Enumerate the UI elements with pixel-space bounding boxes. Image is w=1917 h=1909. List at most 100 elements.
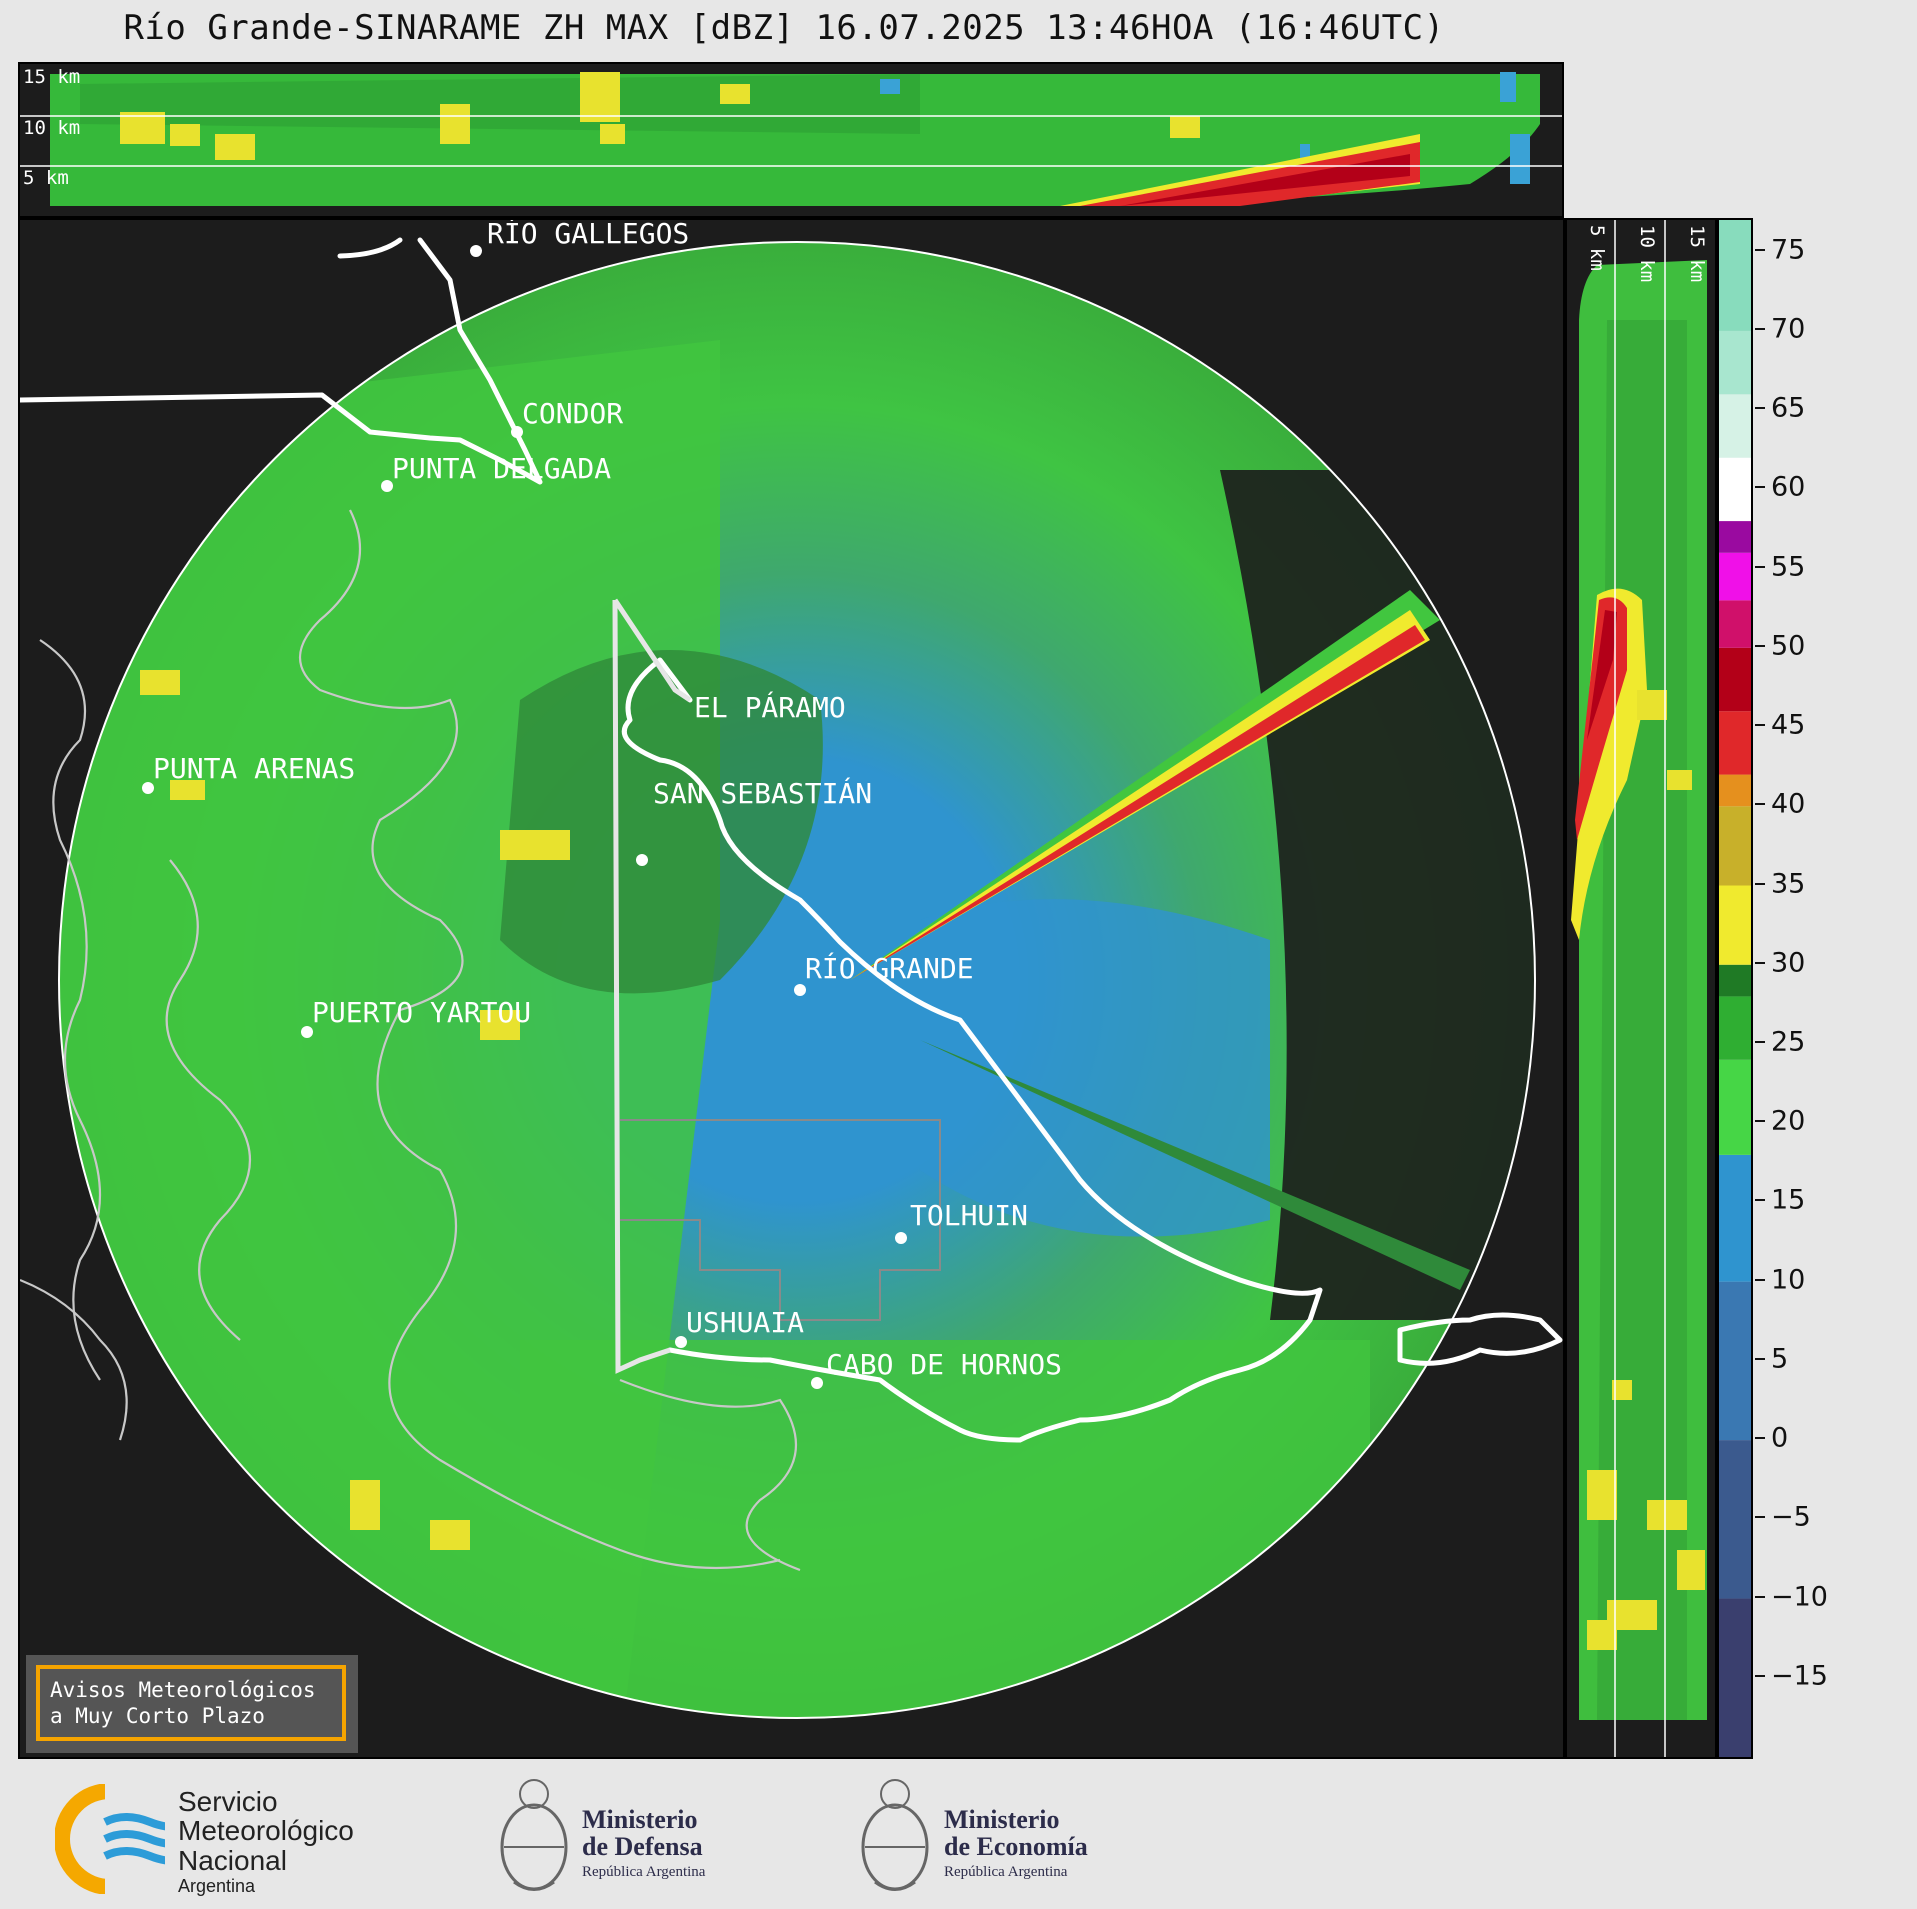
colorbar-tick-mark — [1755, 961, 1765, 964]
colorbar-tick-mark — [1755, 407, 1765, 410]
city-rio-gallegos: RÍO GALLEGOS — [487, 220, 689, 250]
colorbar-tick-label: 45 — [1771, 709, 1806, 741]
colorbar-segment — [1719, 774, 1751, 807]
colorbar-segment — [1719, 885, 1751, 965]
side-height-label-5: 5 km — [1586, 225, 1608, 271]
colorbar-segment — [1719, 1598, 1751, 1757]
colorbar-tick-mark — [1755, 1357, 1765, 1360]
side-profile-graphic: 5 km 10 km 15 km — [1571, 220, 1708, 1757]
colorbar-segment — [1719, 1440, 1751, 1599]
colorbar-tick-label: 5 — [1771, 1343, 1789, 1375]
colorbar-segment — [1719, 552, 1751, 601]
side-vertical-profile: 5 km 10 km 15 km — [1565, 218, 1717, 1759]
colorbar-tick-label: 70 — [1771, 313, 1806, 345]
colorbar-segment — [1719, 996, 1751, 1060]
radar-ppi-graphic: RÍO GALLEGOS CONDOR PUNTA DELGADA EL PÁR… — [17, 216, 1563, 1753]
smn-line-4: Argentina — [178, 1876, 256, 1897]
defensa-line-1: Ministerio — [582, 1805, 698, 1834]
colorbar-tick-mark — [1755, 1595, 1765, 1598]
city-tolhuin: TOLHUIN — [910, 1199, 1028, 1232]
city-condor: CONDOR — [522, 397, 623, 430]
colorbar-tick-mark — [1755, 565, 1765, 568]
colorbar-tick-mark — [1755, 1120, 1765, 1123]
city-ushuaia: USHUAIA — [686, 1306, 804, 1339]
colorbar-tick-mark — [1755, 1199, 1765, 1202]
city-san-sebastian: SAN SEBASTIÁN — [653, 776, 872, 810]
colorbar-tick-mark — [1755, 248, 1765, 251]
dbz-colorbar — [1717, 218, 1753, 1759]
economia-line-1: Ministerio — [944, 1805, 1060, 1834]
smn-logo-icon — [55, 1784, 165, 1894]
colorbar-tick-label: 40 — [1771, 788, 1806, 820]
colorbar-tick-label: 35 — [1771, 868, 1806, 899]
top-height-label-15: 15 km — [23, 66, 80, 88]
colorbar-segment — [1719, 711, 1751, 775]
colorbar-tick-label: 15 — [1771, 1184, 1806, 1216]
top-vertical-profile: 15 km 10 km 5 km — [18, 62, 1564, 218]
defensa-logo-text: Ministerio de Defensa República Argentin… — [582, 1806, 705, 1880]
colorbar-tick-mark — [1755, 803, 1765, 806]
economia-line-3: República Argentina — [944, 1863, 1068, 1880]
colorbar-tick-mark — [1755, 486, 1765, 489]
city-puerto-yartou: PUERTO YARTOU — [312, 996, 531, 1029]
colorbar-segment — [1719, 220, 1751, 331]
top-height-label-5: 5 km — [23, 167, 69, 189]
notice-line-1: Avisos Meteorológicos — [50, 1678, 316, 1702]
colorbar-segment — [1719, 521, 1751, 553]
city-punta-arenas: PUNTA ARENAS — [153, 752, 355, 785]
colorbar-tick-mark — [1755, 1516, 1765, 1519]
colorbar-segment — [1719, 1059, 1751, 1155]
colorbar-tick-mark — [1755, 882, 1765, 885]
smn-line-1: Servicio — [178, 1786, 278, 1817]
colorbar-tick-label: 25 — [1771, 1026, 1806, 1058]
colorbar-tick-label: −5 — [1771, 1501, 1811, 1533]
colorbar-segment — [1719, 964, 1751, 997]
colorbar-segment — [1719, 330, 1751, 395]
economia-logo-text: Ministerio de Economía República Argenti… — [944, 1806, 1088, 1880]
defensa-line-2: de Defensa — [582, 1832, 703, 1862]
colorbar-segment — [1719, 600, 1751, 648]
smn-line-2: Meteorológico — [178, 1815, 354, 1847]
defensa-line-3: República Argentina — [582, 1863, 706, 1880]
colorbar-segment — [1719, 806, 1751, 886]
colorbar-tick-label: 30 — [1771, 947, 1806, 979]
smn-logo-text: Servicio Meteorológico Nacional Argentin… — [178, 1787, 354, 1896]
colorbar-segment — [1719, 457, 1751, 522]
top-profile-graphic: 15 km 10 km 5 km — [20, 66, 1562, 206]
side-height-label-10: 10 km — [1636, 225, 1658, 282]
colorbar-tick-labels: 75 70 65 60 55 50 45 40 35 30 25 20 15 10 5 0 −5 −10 −15 — [1755, 218, 1905, 1759]
colorbar-tick-label: 20 — [1771, 1105, 1806, 1137]
economia-coat-of-arms-icon — [861, 1779, 929, 1891]
colorbar-tick-mark — [1755, 724, 1765, 727]
radar-plan-view[interactable]: RÍO GALLEGOS CONDOR PUNTA DELGADA EL PÁR… — [17, 216, 1565, 1759]
map-title: Río Grande-SINARAME ZH MAX [dBZ] 16.07.2… — [123, 8, 1445, 48]
city-punta-delgada: PUNTA DELGADA — [392, 452, 611, 485]
smn-line-3: Nacional — [178, 1844, 287, 1876]
colorbar-tick-mark — [1755, 644, 1765, 647]
colorbar-tick-label: 55 — [1771, 551, 1806, 583]
colorbar-tick-label: 0 — [1771, 1422, 1789, 1454]
colorbar-tick-label: 75 — [1771, 234, 1806, 266]
colorbar-tick-mark — [1755, 1040, 1765, 1043]
colorbar-segment — [1719, 1154, 1751, 1282]
colorbar-tick-mark — [1755, 1437, 1765, 1440]
notice-box: Avisos Meteorológicos a Muy Corto Plazo — [26, 1655, 358, 1753]
defensa-coat-of-arms-icon — [500, 1779, 568, 1891]
economia-line-2: de Economía — [944, 1832, 1088, 1862]
city-el-paramo: EL PÁRAMO — [694, 690, 846, 724]
colorbar-tick-label: 60 — [1771, 471, 1806, 503]
colorbar-segment — [1719, 394, 1751, 458]
colorbar-tick-mark — [1755, 1278, 1765, 1281]
colorbar-segment — [1719, 1281, 1751, 1441]
notice-line-2: a Muy Corto Plazo — [50, 1704, 265, 1728]
colorbar-tick-mark — [1755, 1674, 1765, 1677]
colorbar-tick-label: 65 — [1771, 392, 1806, 424]
colorbar-tick-label: −10 — [1771, 1581, 1828, 1613]
top-height-label-10: 10 km — [23, 117, 80, 139]
city-cabo-de-hornos: CABO DE HORNOS — [826, 1348, 1062, 1381]
colorbar-tick-label: 10 — [1771, 1264, 1806, 1296]
footer-logos: Servicio Meteorológico Nacional Argentin… — [0, 1762, 1917, 1909]
side-height-label-15: 15 km — [1686, 225, 1708, 282]
colorbar-tick-label: −15 — [1771, 1660, 1828, 1692]
colorbar-segment — [1719, 647, 1751, 712]
